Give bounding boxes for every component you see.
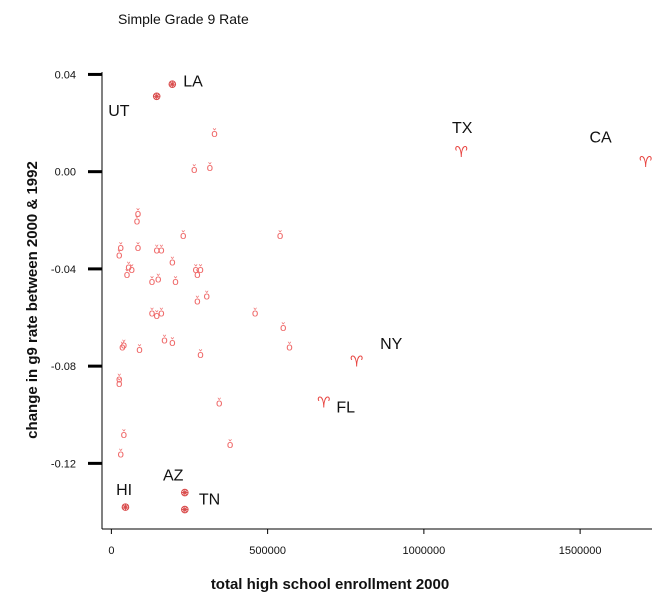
annotation-hi: HI — [116, 482, 132, 499]
data-point: ǒ — [194, 268, 201, 281]
chart-title: Simple Grade 9 Rate — [118, 11, 249, 27]
data-point: ǒ — [153, 243, 160, 256]
data-point: ǒ — [119, 341, 126, 354]
y-tick-label: 0.04 — [55, 69, 76, 81]
x-tick-label: 1500000 — [559, 545, 602, 557]
data-point-asterisk — [181, 505, 189, 514]
data-point: ǒ — [216, 397, 223, 410]
data-point: ǒ — [192, 263, 199, 276]
annotation-tx: TX — [452, 120, 473, 137]
annotation-la: LA — [183, 74, 203, 91]
data-point: ǒ — [135, 207, 142, 220]
x-axis-title: total high school enrollment 2000 — [211, 576, 449, 593]
data-point-asterisk — [152, 92, 161, 101]
data-point: ǒ — [125, 260, 132, 273]
y-tick-label: 0.00 — [55, 167, 76, 179]
data-point: ǒ — [180, 229, 187, 242]
data-point: ǒ — [116, 377, 123, 390]
annotation-tn: TN — [199, 492, 220, 509]
data-point: ǒ — [149, 275, 156, 288]
data-point: ǒ — [121, 428, 128, 441]
data-point: ǒ — [286, 341, 293, 354]
data-point-asterisk — [121, 503, 130, 511]
data-point: ǒ — [197, 348, 204, 361]
annotation-ny: NY — [380, 336, 403, 353]
data-point: ǒ — [117, 448, 124, 461]
data-point: ǒ — [116, 248, 123, 261]
data-point: ǒ — [149, 307, 156, 320]
annotation-ut: UT — [108, 103, 130, 120]
data-point-large: ♈ — [317, 394, 330, 412]
y-axis-ticks: 0.04 0.00 -0.04 -0.08 -0.12 — [51, 69, 102, 470]
y-tick-label: -0.04 — [51, 264, 76, 276]
y-tick-label: -0.08 — [51, 361, 76, 373]
data-point: ǒ — [117, 241, 124, 254]
x-axis-ticks: 0 500000 1000000 1500000 — [108, 529, 602, 557]
data-point: ǒ — [161, 333, 168, 346]
data-point: ǒ — [203, 290, 210, 303]
data-point: ǒ — [135, 241, 142, 254]
data-point: ǒ — [197, 263, 204, 276]
data-point: ǒ — [169, 256, 176, 269]
data-point: ǒ — [206, 161, 213, 174]
data-point: ǒ — [194, 295, 201, 308]
x-tick-label: 500000 — [249, 545, 286, 557]
data-point: ǒ — [169, 336, 176, 349]
data-point: ǒ — [155, 273, 162, 286]
data-point-large: ♈ — [350, 352, 363, 370]
annotation-fl: FL — [336, 399, 355, 416]
data-point: ǒ — [124, 268, 131, 281]
y-axis-title: change in g9 rate between 2000 & 1992 — [24, 161, 41, 439]
annotation-az: AZ — [163, 467, 184, 484]
data-point: ǒ — [128, 263, 135, 276]
data-point-asterisk — [181, 488, 189, 497]
x-tick-label: 1000000 — [402, 545, 445, 557]
annotation-ca: CA — [590, 129, 613, 146]
data-point-large: ♈ — [455, 143, 468, 161]
data-point: ǒ — [121, 338, 128, 351]
data-point: ǒ — [252, 307, 259, 320]
y-tick-label: -0.12 — [51, 458, 76, 470]
data-point-large: ♈ — [639, 153, 652, 171]
x-tick-label: 0 — [108, 545, 114, 557]
data-point: ǒ — [158, 307, 165, 320]
data-point: ǒ — [116, 372, 123, 385]
data-point-asterisk — [168, 80, 177, 88]
data-point: ǒ — [158, 243, 165, 256]
data-point: ǒ — [172, 275, 179, 288]
point-annotations: LA UT TX CA NY FL AZ HI TN — [108, 74, 612, 509]
data-point: ǒ — [136, 343, 143, 356]
data-point: ǒ — [153, 309, 160, 322]
data-point: ǒ — [227, 438, 234, 451]
data-point: ǒ — [277, 229, 284, 242]
data-point: ǒ — [211, 127, 218, 140]
data-point: ǒ — [134, 214, 141, 227]
data-point: ǒ — [191, 163, 198, 176]
data-point: ǒ — [280, 321, 287, 334]
